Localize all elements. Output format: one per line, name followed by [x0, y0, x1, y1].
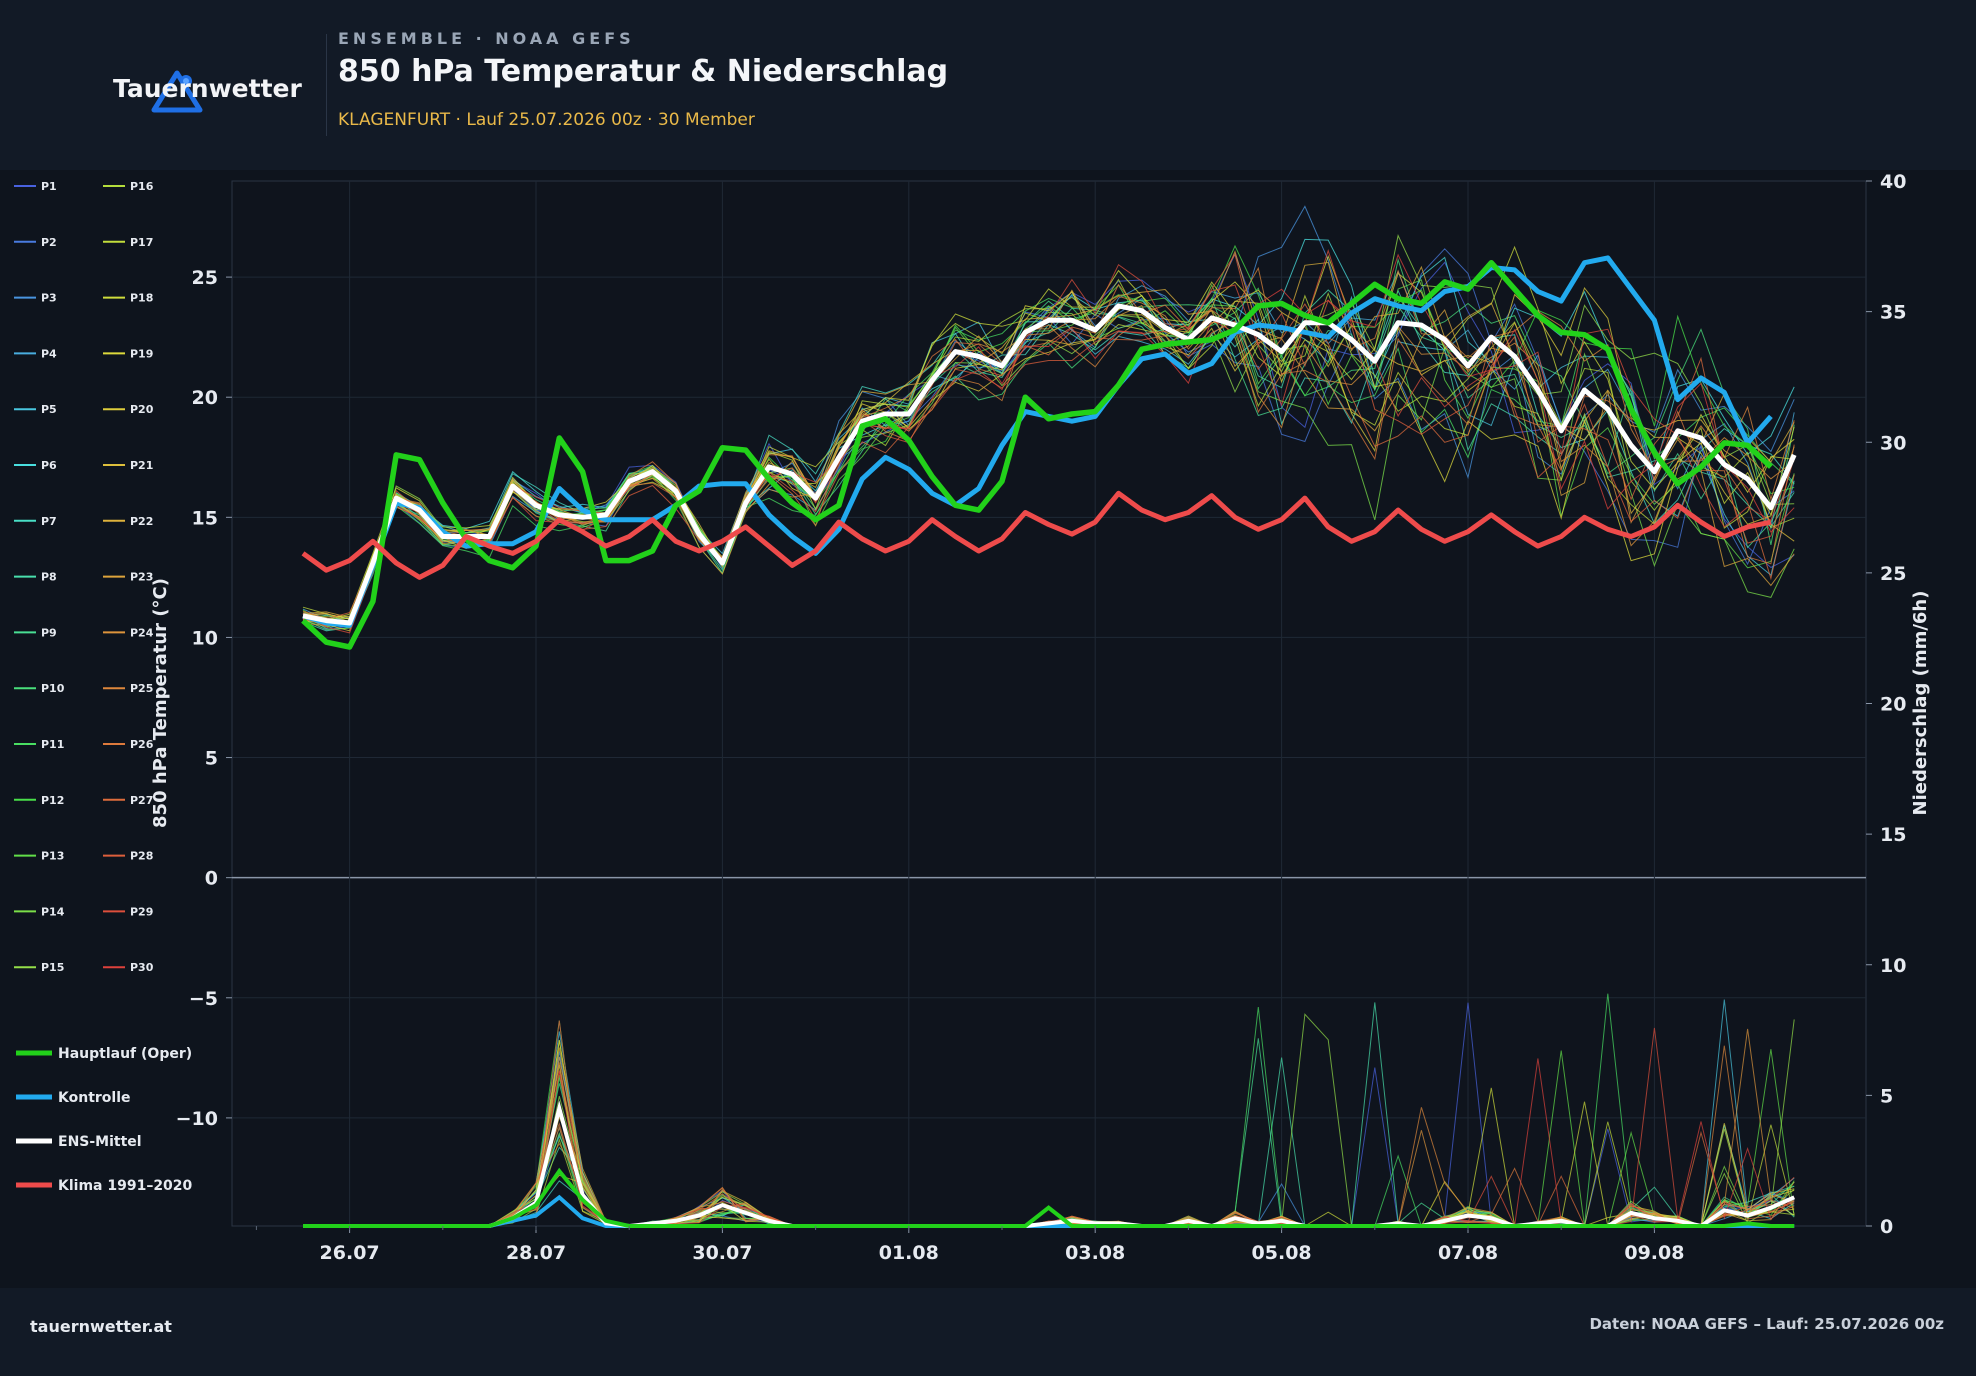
legend-member-label: P25 [130, 682, 153, 695]
legend-member-label: P10 [41, 682, 65, 695]
legend-member-label: P24 [130, 626, 154, 639]
y-left-axis-label: 850 hPa Temperatur (°C) [150, 578, 171, 828]
y-right-tick-label: 15 [1880, 824, 1906, 846]
legend-member-label: P8 [41, 571, 57, 584]
x-tick-label: 28.07 [506, 1242, 566, 1264]
legend-main-label: Kontrolle [58, 1090, 131, 1106]
legend-member-label: P4 [41, 347, 57, 360]
oper-precipitation-line [303, 1167, 1795, 1228]
oper-temperature-line [301, 259, 1773, 650]
y-left-tick-label: 15 [192, 507, 218, 529]
legend-member-label: P17 [130, 236, 153, 249]
legend-main-label: Hauptlauf (Oper) [58, 1046, 192, 1062]
y-right-tick-label: 20 [1880, 694, 1906, 716]
y-right-tick-label: 5 [1880, 1085, 1893, 1107]
y-left-tick-label: −10 [176, 1108, 218, 1130]
x-tick-label: 03.08 [1065, 1242, 1125, 1264]
legend-member-label: P18 [130, 292, 153, 305]
site-url: tauernwetter.at [30, 1317, 172, 1336]
chart-kicker: ENSEMBLE · NOAA GEFS [338, 29, 635, 48]
legend-member-label: P9 [41, 626, 57, 639]
legend-member-label: P22 [130, 515, 153, 528]
x-tick-label: 26.07 [320, 1242, 380, 1264]
x-tick-label: 30.07 [692, 1242, 752, 1264]
y-right-axis-label: Niederschlag (mm/6h) [1910, 591, 1931, 816]
axes: −10 −5 0 5 10 15 20 25 0 5 10 15 20 25 30 35 40 26.07 28.0… [150, 171, 1931, 1264]
legend-member-label: P30 [130, 961, 154, 974]
legend-member-label: P28 [130, 850, 153, 863]
legend-member-label: P5 [41, 403, 57, 416]
chart-subtitle: KLAGENFURT · Lauf 25.07.2026 00z · 30 Me… [338, 110, 755, 130]
ensemble-chart: −10 −5 0 5 10 15 20 25 0 5 10 15 20 25 30 35 40 26.07 28.0… [14, 171, 1931, 1264]
legend-member-label: P13 [41, 850, 64, 863]
y-right-tick-label: 35 [1880, 302, 1906, 324]
temperature-series [301, 205, 1797, 650]
legend-member-label: P3 [41, 292, 57, 305]
y-left-tick-label: 10 [192, 627, 218, 649]
member-precipitation-line [303, 1058, 1795, 1227]
plot-area [231, 180, 1867, 1227]
data-source: Daten: NOAA GEFS – Lauf: 25.07.2026 00z [1589, 1315, 1944, 1333]
y-right-tick-label: 30 [1880, 432, 1906, 454]
x-tick-label: 05.08 [1252, 1242, 1312, 1264]
legend: P1 P2 P3 P4 P5 P6 P7 P8 P9 P10 P11 P12 P13 P14 P15 P16 P… [14, 180, 193, 1194]
brand-name: Tauernwetter [113, 74, 302, 103]
mountain-logo-icon [151, 70, 203, 113]
legend-main-label: Klima 1991–2020 [58, 1178, 193, 1194]
y-right-tick-label: 0 [1880, 1216, 1893, 1238]
chart-title: 850 hPa Temperatur & Niederschlag [338, 54, 949, 89]
y-right-tick-label: 10 [1880, 955, 1906, 977]
y-left-tick-label: 0 [205, 868, 218, 890]
x-tick-label: 01.08 [879, 1242, 939, 1264]
precipitation-series [303, 993, 1796, 1229]
member-temperature-line [302, 253, 1795, 627]
legend-member-label: P1 [41, 180, 57, 193]
footer-bar [0, 1288, 1976, 1376]
legend-member-label: P11 [41, 738, 64, 751]
member-temperature-line [302, 249, 1795, 634]
legend-member-label: P12 [41, 794, 64, 807]
legend-member-label: P6 [41, 459, 57, 472]
member-temperature-line [302, 297, 1795, 622]
y-left-tick-label: 25 [192, 267, 218, 289]
mean-precipitation-line [303, 1100, 1796, 1229]
legend-member-label: P23 [130, 571, 153, 584]
legend-member-label: P15 [41, 961, 64, 974]
y-left-tick-label: 5 [205, 748, 218, 770]
legend-member-label: P21 [130, 459, 153, 472]
x-tick-label: 07.08 [1438, 1242, 1498, 1264]
x-tick-label: 09.08 [1624, 1242, 1684, 1264]
member-temperature-line [302, 303, 1795, 620]
mean-temperature-line [302, 303, 1797, 626]
y-left-tick-label: 20 [192, 387, 218, 409]
legend-main-label: ENS-Mittel [58, 1134, 142, 1150]
header-divider [326, 34, 327, 136]
legend-member-label: P29 [130, 905, 153, 918]
climate-temperature-line [301, 490, 1772, 580]
legend-member-label: P14 [41, 905, 65, 918]
legend-member-label: P27 [130, 794, 153, 807]
legend-member-label: P19 [130, 347, 153, 360]
legend-member-label: P7 [41, 515, 57, 528]
y-right-tick-label: 40 [1880, 171, 1906, 193]
member-temperature-line [302, 286, 1795, 632]
header-bar: Tauernwetter ENSEMBLE · NOAA GEFS 850 hP… [0, 0, 1976, 170]
y-left-tick-label: −5 [189, 988, 218, 1010]
y-right-tick-label: 25 [1880, 563, 1906, 585]
legend-member-label: P20 [130, 403, 154, 416]
legend-member-label: P2 [41, 236, 57, 249]
legend-member-label: P26 [130, 738, 154, 751]
legend-member-label: P16 [130, 180, 154, 193]
